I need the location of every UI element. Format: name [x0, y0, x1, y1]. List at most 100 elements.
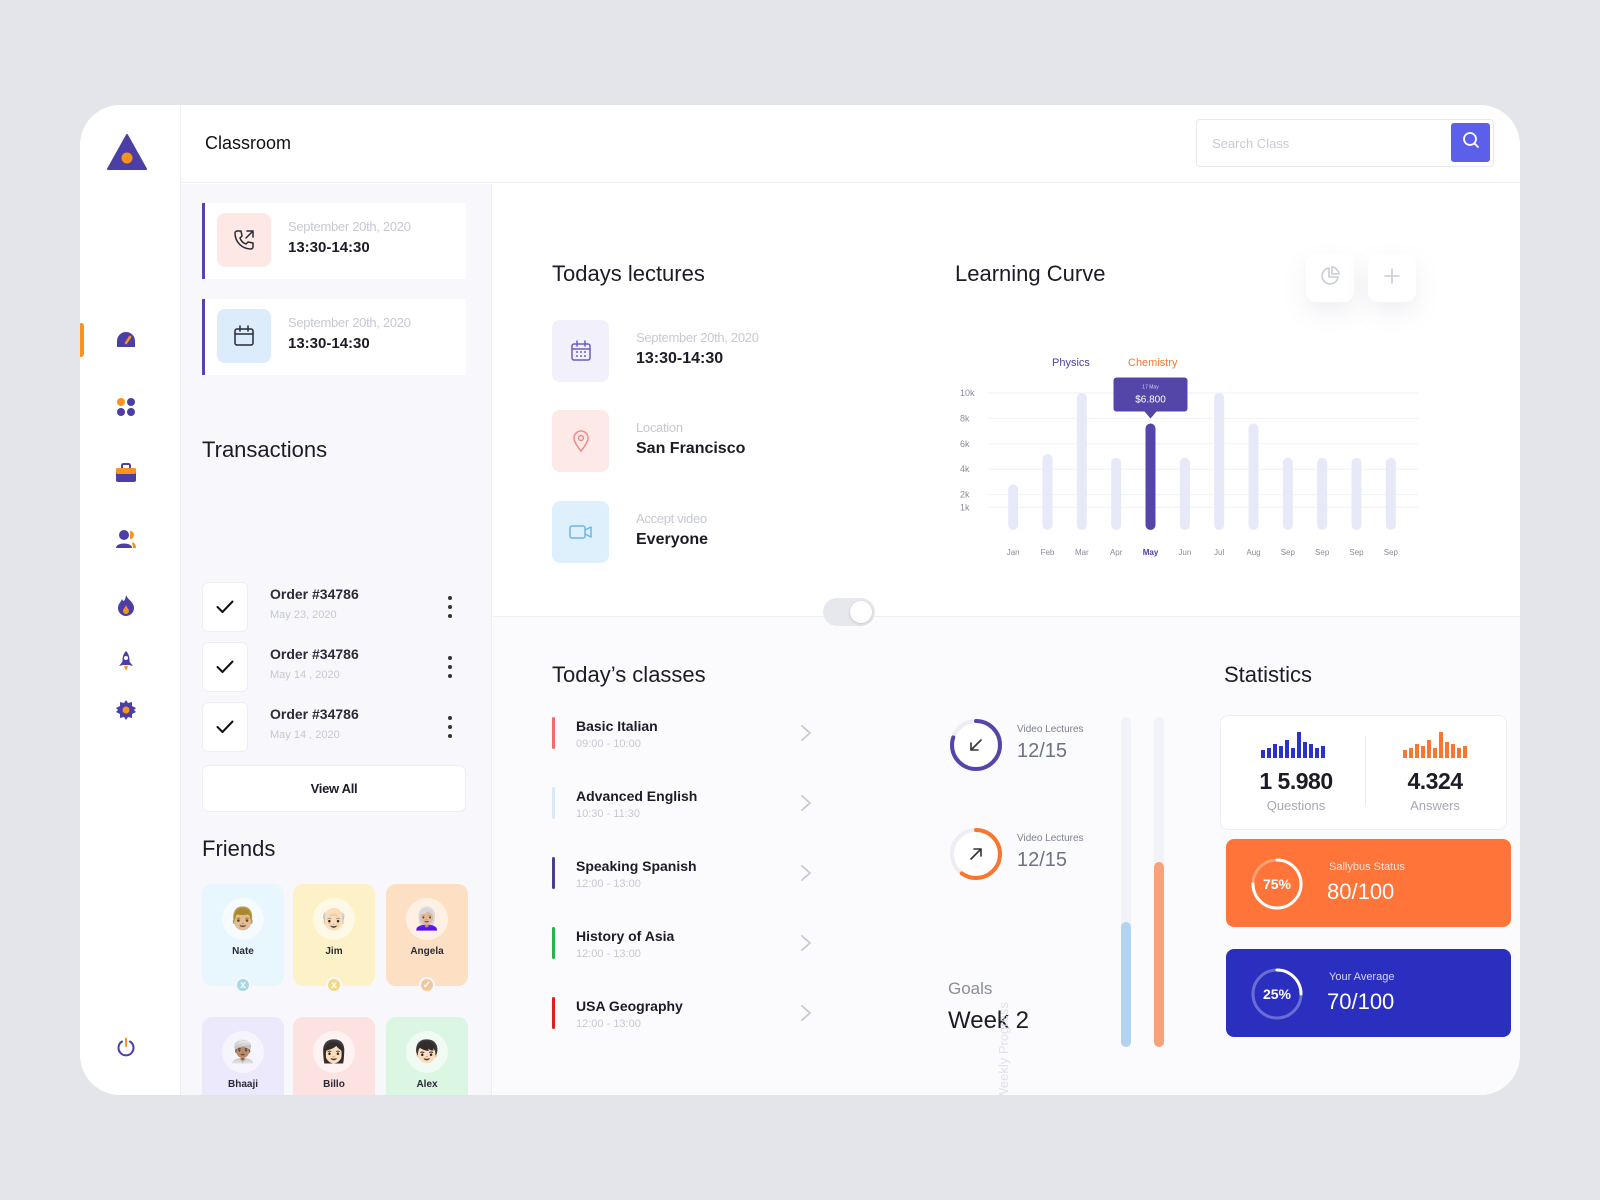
event-card[interactable]: September 20th, 2020 13:30-14:30	[202, 299, 466, 375]
power-icon[interactable]	[114, 1035, 138, 1059]
transaction-row: Order #34786 May 14 , 2020	[202, 702, 466, 752]
more-vertical-icon[interactable]	[446, 596, 454, 618]
friend-name: Jim	[325, 946, 343, 957]
chart-bar[interactable]	[1317, 457, 1328, 530]
chart-bar[interactable]	[1008, 484, 1019, 530]
friend-card[interactable]: 👦🏻Alex+	[386, 1017, 468, 1095]
divider	[493, 616, 1520, 617]
avatar: 👨🏼	[222, 898, 264, 940]
calendar-icon	[552, 320, 609, 382]
friend-card[interactable]: 👩🏼‍🦳 Angela ✓	[386, 884, 468, 993]
left-panel: September 20th, 2020 13:30-14:30 Septemb…	[181, 184, 492, 1095]
pie-chart-button[interactable]	[1306, 254, 1354, 302]
x-tick-label: Jan	[1007, 548, 1020, 557]
avatar: 👩🏻	[313, 1031, 355, 1073]
check-icon[interactable]	[202, 702, 248, 752]
x-tick-label: Sep	[1384, 548, 1399, 557]
video-toggle[interactable]	[823, 598, 875, 626]
avatar: 👩🏼‍🦳	[406, 898, 448, 940]
settings-icon[interactable]	[114, 698, 138, 722]
close-icon[interactable]: x	[235, 977, 251, 993]
class-row[interactable]: USA Geography 12:00 - 13:00	[552, 994, 812, 1034]
class-time: 12:00 - 13:00	[576, 948, 641, 960]
chevron-right-icon[interactable]	[800, 864, 812, 887]
add-chart-button[interactable]	[1368, 254, 1416, 302]
chart-bar[interactable]	[1111, 457, 1122, 530]
questions-count: 1 5.980	[1259, 768, 1333, 794]
x-tick-label: Sep	[1349, 548, 1364, 557]
chart-bar[interactable]	[1351, 457, 1362, 530]
search-input[interactable]	[1197, 120, 1437, 166]
class-name: Basic Italian	[576, 718, 658, 734]
check-icon[interactable]: ✓	[419, 977, 435, 993]
users-icon[interactable]	[114, 527, 138, 551]
chart-bar[interactable]	[1248, 423, 1259, 530]
transaction-row: Order #34786 May 14 , 2020	[202, 642, 466, 692]
check-icon[interactable]	[202, 642, 248, 692]
progress-label: Video Lectures	[1017, 833, 1084, 844]
friend-card[interactable]: 👨🏼 Nate x	[202, 884, 284, 993]
class-color-bar	[552, 857, 555, 889]
chevron-right-icon[interactable]	[800, 934, 812, 957]
check-icon[interactable]	[202, 582, 248, 632]
transactions-title: Transactions	[202, 437, 328, 462]
app-window: Classroom September 20th, 2020 13:30-14:…	[80, 105, 1520, 1095]
chevron-right-icon[interactable]	[800, 1004, 812, 1027]
event-card[interactable]: September 20th, 2020 13:30-14:30	[202, 203, 466, 279]
rocket-icon[interactable]	[114, 649, 138, 673]
class-name: History of Asia	[576, 928, 675, 944]
status-card[interactable]: 25% Your Average 70/100	[1226, 949, 1511, 1037]
chart-bar[interactable]	[1385, 457, 1396, 530]
statistics-title: Statistics	[1224, 662, 1313, 687]
answers-label: Answers	[1410, 798, 1460, 813]
progress-ring	[950, 828, 1002, 880]
lecture-video-row: Accept video Everyone	[552, 501, 892, 563]
chevron-right-icon[interactable]	[800, 794, 812, 817]
mini-bar	[1415, 744, 1419, 758]
class-row[interactable]: Basic Italian 09:00 - 10:00	[552, 714, 812, 754]
chart-bar[interactable]	[1282, 457, 1293, 530]
search-button[interactable]	[1451, 123, 1490, 162]
class-row[interactable]: Advanced English 10:30 - 11:30	[552, 784, 812, 824]
classes-title: Today’s classes	[552, 662, 706, 687]
fire-icon[interactable]	[114, 593, 138, 617]
progress-ring	[950, 719, 1002, 771]
x-tick-label: May	[1143, 548, 1159, 557]
chart-bar[interactable]	[1145, 423, 1156, 530]
friend-card[interactable]: 👴🏻 Jim x	[293, 884, 375, 993]
arrow-up-right-icon	[970, 848, 982, 860]
pie-chart-icon	[1320, 265, 1340, 291]
chart-bar[interactable]	[1179, 457, 1190, 530]
view-all-button[interactable]: View All	[202, 765, 466, 812]
friend-card[interactable]: 👳🏽‍♂️Bhaaji+	[202, 1017, 284, 1095]
status-ring	[1251, 968, 1303, 1020]
apps-icon[interactable]	[114, 395, 138, 419]
status-percent: 75%	[1262, 876, 1292, 892]
class-row[interactable]: Speaking Spanish 12:00 - 13:00	[552, 854, 812, 894]
legend-chemistry[interactable]: Chemistry	[1128, 357, 1178, 369]
chart-bar[interactable]	[1076, 393, 1087, 530]
dashboard-icon[interactable]	[114, 328, 138, 352]
class-row[interactable]: History of Asia 12:00 - 13:00	[552, 924, 812, 964]
mini-bar	[1457, 748, 1461, 758]
mini-bar	[1421, 746, 1425, 758]
chart-bar[interactable]	[1042, 453, 1053, 530]
chevron-right-icon[interactable]	[800, 724, 812, 747]
friend-card[interactable]: 👩🏻Billo+	[293, 1017, 375, 1095]
learning-curve-title: Learning Curve	[955, 261, 1106, 286]
briefcase-icon[interactable]	[114, 461, 138, 485]
class-color-bar	[552, 787, 555, 819]
y-tick-label: 10k	[960, 388, 975, 398]
legend-physics[interactable]: Physics	[1052, 357, 1090, 369]
close-icon[interactable]: x	[326, 977, 342, 993]
y-tick-label: 1k	[960, 502, 970, 512]
order-number: Order #34786	[270, 646, 359, 662]
mini-bar	[1303, 742, 1307, 758]
status-card[interactable]: 75% Sallybus Status 80/100	[1226, 839, 1511, 927]
class-time: 12:00 - 13:00	[576, 878, 641, 890]
progress-label: Video Lectures	[1017, 724, 1084, 735]
more-vertical-icon[interactable]	[446, 716, 454, 738]
more-vertical-icon[interactable]	[446, 656, 454, 678]
chart-bar[interactable]	[1214, 393, 1225, 530]
logo[interactable]	[106, 133, 148, 176]
